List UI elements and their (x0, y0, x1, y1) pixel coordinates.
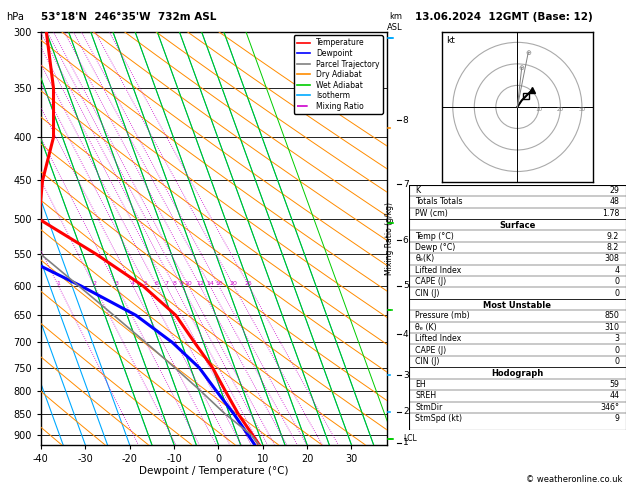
Text: 30: 30 (579, 107, 586, 112)
Text: CIN (J): CIN (J) (415, 289, 440, 297)
Text: 14: 14 (206, 281, 214, 286)
Text: 1.78: 1.78 (602, 208, 620, 218)
Text: 25: 25 (245, 281, 253, 286)
Text: StmSpd (kt): StmSpd (kt) (415, 414, 462, 423)
Text: 4: 4 (131, 281, 135, 286)
Text: 48: 48 (610, 197, 620, 206)
Text: Temp (°C): Temp (°C) (415, 231, 454, 241)
Text: 12: 12 (196, 281, 204, 286)
Text: 10: 10 (535, 107, 542, 112)
Text: 6: 6 (403, 236, 409, 245)
Legend: Temperature, Dewpoint, Parcel Trajectory, Dry Adiabat, Wet Adiabat, Isotherm, Mi: Temperature, Dewpoint, Parcel Trajectory… (294, 35, 383, 114)
Text: 16: 16 (215, 281, 223, 286)
Text: 20: 20 (230, 281, 238, 286)
Text: km
ASL: km ASL (387, 12, 403, 32)
Text: 0: 0 (615, 289, 620, 297)
Text: 7: 7 (403, 180, 409, 189)
Text: CAPE (J): CAPE (J) (415, 277, 447, 286)
Text: ⊕: ⊕ (519, 65, 525, 71)
Text: θₑ(K): θₑ(K) (415, 254, 435, 263)
Text: SREH: SREH (415, 391, 437, 400)
Text: Hodograph: Hodograph (491, 369, 543, 378)
Text: 4: 4 (615, 266, 620, 275)
Text: 3: 3 (403, 370, 409, 380)
Text: 0: 0 (615, 357, 620, 366)
Text: StmDir: StmDir (415, 403, 443, 412)
Text: 8.2: 8.2 (607, 243, 620, 252)
Text: 308: 308 (604, 254, 620, 263)
Text: EH: EH (415, 380, 426, 389)
Text: 2: 2 (403, 407, 408, 416)
Text: Lifted Index: Lifted Index (415, 334, 462, 343)
Text: θₑ (K): θₑ (K) (415, 323, 437, 332)
Text: 8: 8 (172, 281, 176, 286)
Text: Pressure (mb): Pressure (mb) (415, 312, 470, 320)
Text: 9: 9 (615, 414, 620, 423)
Text: Lifted Index: Lifted Index (415, 266, 462, 275)
Text: Totals Totals: Totals Totals (415, 197, 463, 206)
X-axis label: Dewpoint / Temperature (°C): Dewpoint / Temperature (°C) (139, 467, 289, 476)
Text: 7: 7 (164, 281, 168, 286)
Text: hPa: hPa (6, 12, 24, 22)
Text: 29: 29 (610, 186, 620, 195)
Text: PW (cm): PW (cm) (415, 208, 448, 218)
Text: Mixing Ratio (g/kg): Mixing Ratio (g/kg) (385, 202, 394, 275)
Text: 44: 44 (610, 391, 620, 400)
Text: 5: 5 (403, 281, 409, 291)
Text: 2: 2 (92, 281, 96, 286)
Text: 1: 1 (57, 281, 60, 286)
Text: Most Unstable: Most Unstable (483, 301, 552, 310)
Text: 5: 5 (144, 281, 148, 286)
Text: 310: 310 (604, 323, 620, 332)
Text: Surface: Surface (499, 221, 535, 230)
Text: Dewp (°C): Dewp (°C) (415, 243, 455, 252)
Text: 850: 850 (604, 312, 620, 320)
Text: 346°: 346° (600, 403, 620, 412)
Text: 6: 6 (155, 281, 159, 286)
Text: 13.06.2024  12GMT (Base: 12): 13.06.2024 12GMT (Base: 12) (415, 12, 593, 22)
Text: 9: 9 (180, 281, 184, 286)
Text: ⊕: ⊕ (525, 50, 531, 56)
Text: © weatheronline.co.uk: © weatheronline.co.uk (526, 474, 623, 484)
Text: 1: 1 (403, 438, 409, 447)
Text: 59: 59 (610, 380, 620, 389)
Text: 4: 4 (403, 330, 408, 339)
Text: 10: 10 (184, 281, 192, 286)
Text: kt: kt (447, 36, 455, 45)
Text: 8: 8 (403, 116, 409, 125)
Text: K: K (415, 186, 420, 195)
Text: 9.2: 9.2 (607, 231, 620, 241)
Text: 0: 0 (615, 277, 620, 286)
Text: 20: 20 (557, 107, 564, 112)
Text: 3: 3 (615, 334, 620, 343)
Text: 53°18'N  246°35'W  732m ASL: 53°18'N 246°35'W 732m ASL (41, 12, 216, 22)
Text: CAPE (J): CAPE (J) (415, 346, 447, 355)
Text: CIN (J): CIN (J) (415, 357, 440, 366)
Text: 3: 3 (114, 281, 119, 286)
Text: LCL: LCL (403, 434, 416, 443)
Text: 0: 0 (615, 346, 620, 355)
